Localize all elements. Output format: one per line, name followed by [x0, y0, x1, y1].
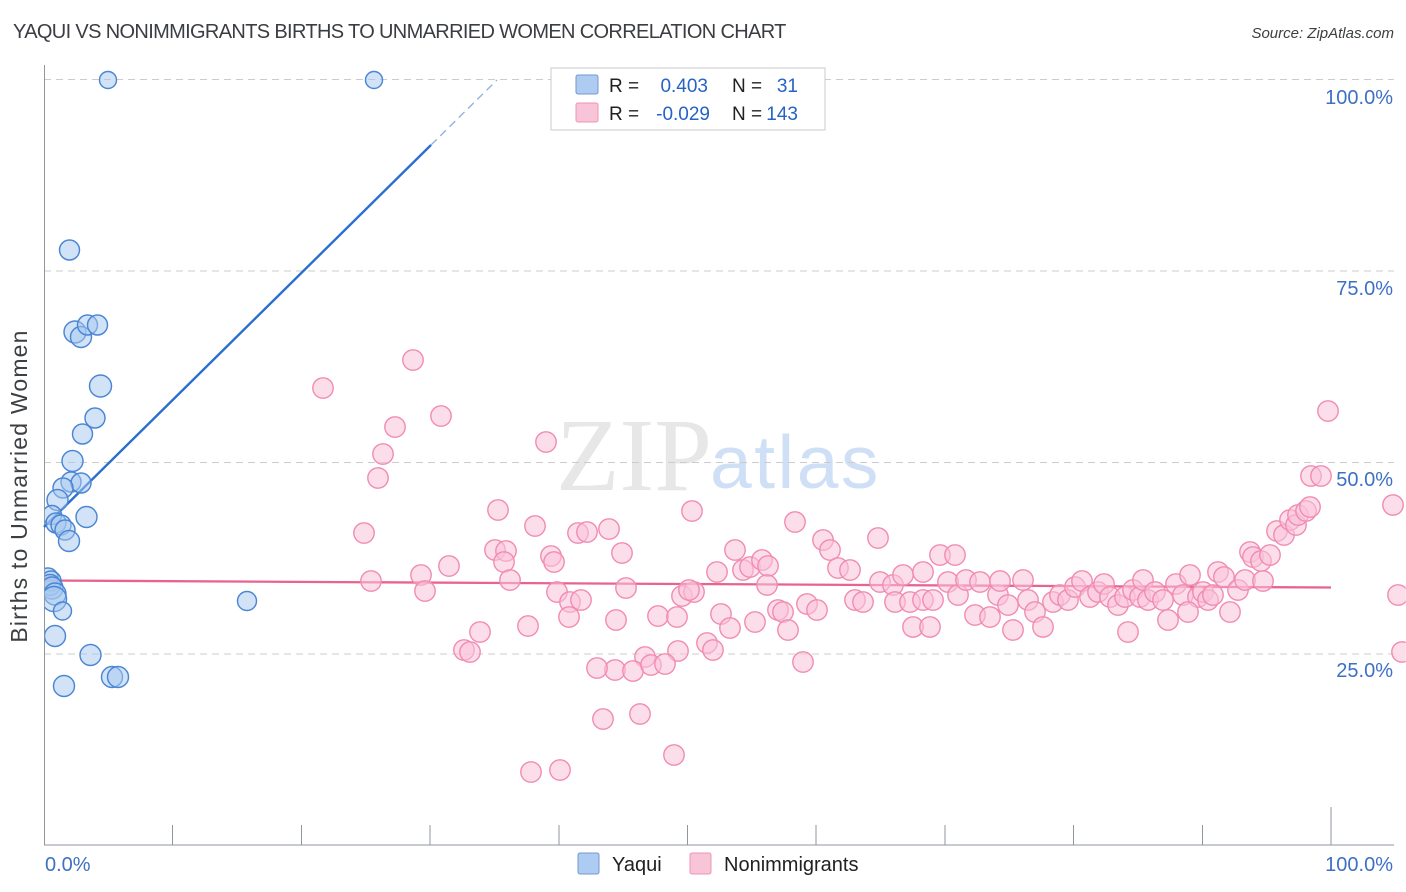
svg-text:100.0%: 100.0%: [1325, 854, 1393, 876]
svg-text:143: 143: [766, 104, 798, 125]
svg-text:0.403: 0.403: [660, 76, 708, 97]
svg-text:Births to Unmarried Women: Births to Unmarried Women: [6, 329, 32, 642]
svg-text:0.0%: 0.0%: [45, 854, 91, 876]
svg-text:N =: N =: [732, 76, 762, 97]
svg-text:Nonimmigrants: Nonimmigrants: [724, 854, 858, 876]
svg-text:50.0%: 50.0%: [1336, 469, 1393, 491]
svg-text:atlas: atlas: [710, 420, 881, 504]
svg-text:100.0%: 100.0%: [1325, 87, 1393, 109]
svg-text:31: 31: [777, 76, 798, 97]
svg-text:Yaqui: Yaqui: [612, 854, 662, 876]
svg-text:-0.029: -0.029: [656, 104, 710, 125]
svg-text:N =: N =: [732, 104, 762, 125]
svg-text:75.0%: 75.0%: [1336, 278, 1393, 300]
svg-text:ZIP: ZIP: [556, 398, 712, 513]
svg-text:R =: R =: [609, 104, 639, 125]
svg-text:R =: R =: [609, 76, 639, 97]
svg-text:25.0%: 25.0%: [1336, 660, 1393, 682]
